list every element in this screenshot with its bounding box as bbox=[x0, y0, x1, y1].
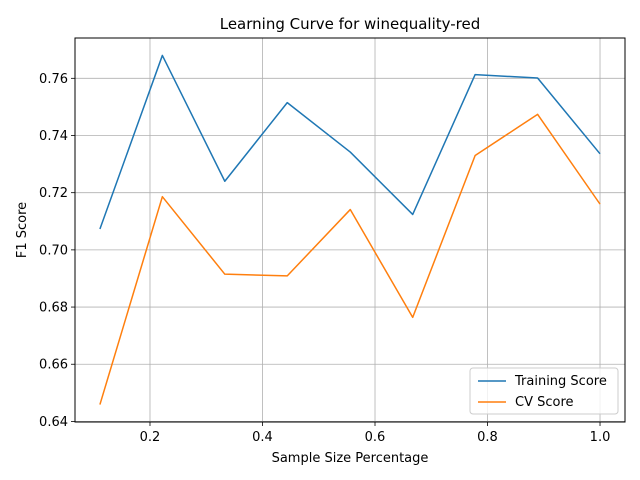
series-line-cv-score bbox=[99, 113, 601, 405]
y-tick-label: 0.66 bbox=[39, 358, 68, 373]
y-axis-ticks: 0.64 0.66 0.68 0.70 0.72 0.74 0.76 bbox=[39, 72, 75, 430]
plot-frame bbox=[74, 37, 626, 423]
legend-label-training-score: Training Score bbox=[514, 374, 607, 389]
chart-title: Learning Curve for winequality-red bbox=[220, 15, 481, 33]
y-tick-label: 0.76 bbox=[39, 72, 68, 87]
x-tick-label: 0.6 bbox=[365, 430, 386, 445]
legend-label-cv-score: CV Score bbox=[515, 395, 574, 410]
x-axis-label: Sample Size Percentage bbox=[272, 451, 429, 466]
y-tick-label: 0.68 bbox=[39, 301, 68, 316]
legend-box bbox=[469, 367, 619, 415]
y-tick-label: 0.70 bbox=[39, 243, 68, 258]
series-lines bbox=[99, 54, 601, 405]
grid bbox=[75, 38, 625, 422]
legend: Training Score CV Score bbox=[469, 367, 619, 415]
x-tick-label: 0.4 bbox=[252, 430, 273, 445]
x-tick-label: 1.0 bbox=[590, 430, 611, 445]
y-tick-label: 0.64 bbox=[39, 415, 68, 430]
y-tick-label: 0.72 bbox=[39, 186, 68, 201]
x-tick-label: 0.2 bbox=[140, 430, 161, 445]
x-tick-label: 0.8 bbox=[477, 430, 498, 445]
y-tick-label: 0.74 bbox=[39, 129, 68, 144]
y-axis-label: F1 Score bbox=[15, 202, 30, 258]
x-axis-ticks: 0.2 0.4 0.6 0.8 1.0 bbox=[140, 422, 611, 445]
series-line-training-score bbox=[99, 54, 601, 230]
